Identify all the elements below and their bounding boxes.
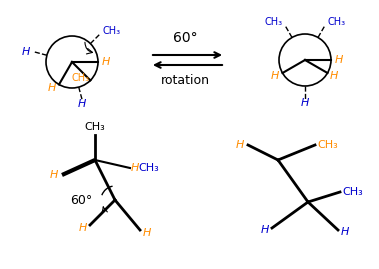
Text: H: H	[50, 170, 58, 180]
Text: H: H	[22, 47, 30, 57]
Text: H: H	[271, 71, 279, 81]
Text: H: H	[341, 227, 349, 237]
Text: CH₃: CH₃	[327, 17, 345, 27]
Text: CH₃: CH₃	[342, 187, 363, 197]
Text: CH₃: CH₃	[85, 122, 105, 132]
Text: CH₃: CH₃	[317, 140, 338, 150]
Text: 60°: 60°	[70, 193, 92, 207]
Text: rotation: rotation	[160, 73, 210, 87]
Text: CH₃: CH₃	[265, 17, 283, 27]
Text: H: H	[78, 223, 87, 233]
Text: H: H	[48, 83, 56, 93]
Text: CH₃: CH₃	[71, 73, 89, 83]
Text: 60°: 60°	[173, 31, 197, 45]
Text: H: H	[143, 228, 151, 238]
Text: H: H	[329, 71, 338, 81]
Text: CH₃: CH₃	[138, 163, 159, 173]
Text: H: H	[301, 98, 309, 108]
Text: H: H	[335, 55, 343, 65]
Text: H: H	[78, 99, 86, 109]
Text: CH₃: CH₃	[102, 26, 121, 36]
Text: H: H	[236, 140, 244, 150]
Text: H: H	[261, 225, 269, 235]
Text: H: H	[131, 163, 139, 173]
Text: H: H	[102, 57, 110, 67]
